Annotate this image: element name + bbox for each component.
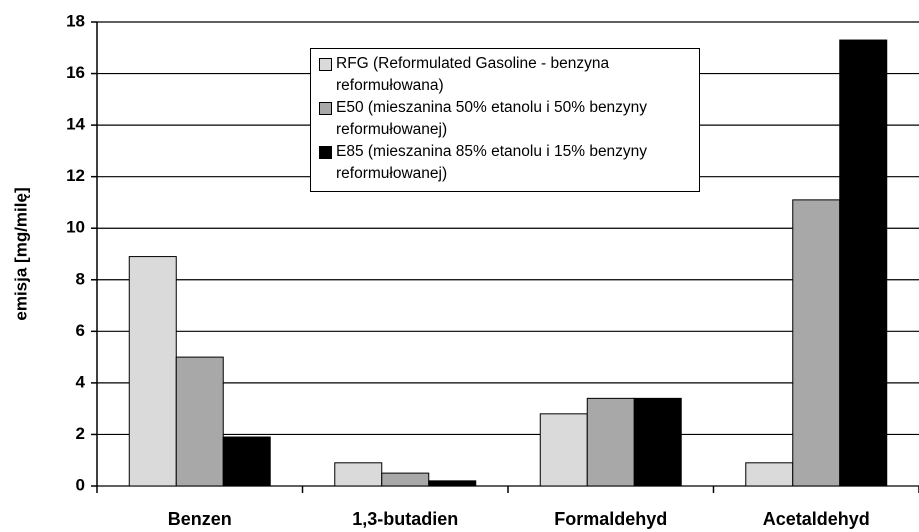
y-tick-label: 2: [76, 424, 85, 443]
x-tick-label: Formaldehyd: [554, 509, 667, 529]
bar: [745, 462, 794, 487]
x-tick-label: Benzen: [168, 509, 232, 529]
legend-item: E50 (mieszanina 50% etanolu i 50% benzyn…: [319, 97, 693, 141]
y-tick-label: 8: [76, 269, 85, 288]
bar: [633, 397, 682, 487]
legend-swatch: [319, 102, 332, 115]
legend-label: E50 (mieszanina 50% etanolu i 50% benzyn…: [336, 99, 648, 138]
bar: [381, 472, 430, 487]
y-tick-label: 0: [76, 475, 85, 494]
y-tick-label: 6: [76, 321, 85, 340]
legend-item: RFG (Reformulated Gasoline - benzyna ref…: [319, 53, 693, 97]
y-tick-label: 18: [66, 11, 85, 30]
bar: [839, 39, 888, 487]
bar: [334, 462, 383, 487]
y-tick-label: 12: [66, 166, 85, 185]
legend-label: RFG (Reformulated Gasoline - benzyna ref…: [336, 55, 610, 94]
bar: [428, 480, 477, 487]
legend: RFG (Reformulated Gasoline - benzyna ref…: [310, 48, 700, 192]
y-tick-label: 4: [76, 372, 86, 391]
y-axis-label: emisja [mg/milę]: [11, 187, 30, 320]
x-tick-label: Acetaldehyd: [763, 509, 870, 529]
bar: [222, 436, 271, 487]
y-tick-label: 16: [66, 63, 85, 82]
legend-label: E85 (mieszanina 85% etanolu i 15% benzyn…: [336, 143, 648, 182]
x-tick-label: 1,3-butadien: [352, 509, 458, 529]
bar: [586, 397, 635, 487]
bar: [175, 356, 224, 487]
bar: [792, 199, 841, 487]
legend-swatch: [319, 58, 332, 71]
legend-item: E85 (mieszanina 85% etanolu i 15% benzyn…: [319, 141, 693, 185]
y-tick-label: 10: [66, 218, 85, 237]
bar: [128, 256, 177, 487]
legend-swatch: [319, 146, 332, 159]
y-tick-label: 14: [66, 115, 85, 134]
bar: [539, 413, 588, 487]
